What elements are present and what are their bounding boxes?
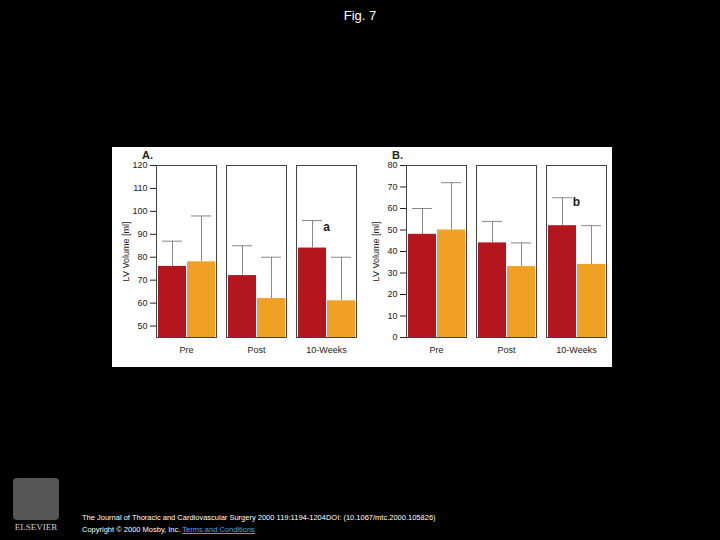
svg-text:10: 10 (387, 311, 397, 321)
svg-text:a: a (323, 220, 330, 234)
svg-text:Post: Post (247, 345, 266, 355)
html-text:A.: A. (142, 149, 153, 161)
svg-text:b: b (573, 195, 580, 209)
html-text:Copyright © 2000 Mosby, Inc. T: Copyright © 2000 Mosby, Inc. Terms and C… (82, 525, 255, 534)
svg-text:70: 70 (387, 182, 397, 192)
svg-text:60: 60 (387, 203, 397, 213)
html-text:ELSEVIER: ELSEVIER (14, 522, 58, 532)
svg-text:110: 110 (133, 183, 147, 193)
svg-text:Post: Post (497, 345, 516, 355)
html-text:B.: B. (392, 149, 403, 161)
svg-text:30: 30 (387, 268, 397, 278)
html-text:The Journal of Thoracic and Ca: The Journal of Thoracic and Cardiovascul… (82, 513, 436, 522)
svg-text:100: 100 (132, 206, 147, 216)
svg-text:60: 60 (137, 298, 147, 308)
svg-text:10-Weeks: 10-Weeks (556, 345, 597, 355)
html-text:Fig. 7: Fig. 7 (343, 8, 377, 23)
svg-text:40: 40 (387, 246, 397, 256)
svg-text:Pre: Pre (179, 345, 193, 355)
svg-text:10-Weeks: 10-Weeks (306, 345, 347, 355)
svg-text:120: 120 (132, 160, 147, 170)
svg-text:0: 0 (392, 332, 397, 342)
svg-text:LV Volume [ml]: LV Volume [ml] (121, 222, 131, 282)
svg-text:LV Volume [ml]: LV Volume [ml] (371, 222, 381, 282)
svg-text:80: 80 (137, 252, 147, 262)
svg-text:20: 20 (387, 289, 397, 299)
svg-text:80: 80 (387, 160, 397, 170)
svg-text:70: 70 (137, 275, 147, 285)
svg-text:50: 50 (137, 321, 147, 331)
svg-text:90: 90 (137, 229, 147, 239)
svg-text:50: 50 (387, 225, 397, 235)
svg-text:Pre: Pre (429, 345, 443, 355)
